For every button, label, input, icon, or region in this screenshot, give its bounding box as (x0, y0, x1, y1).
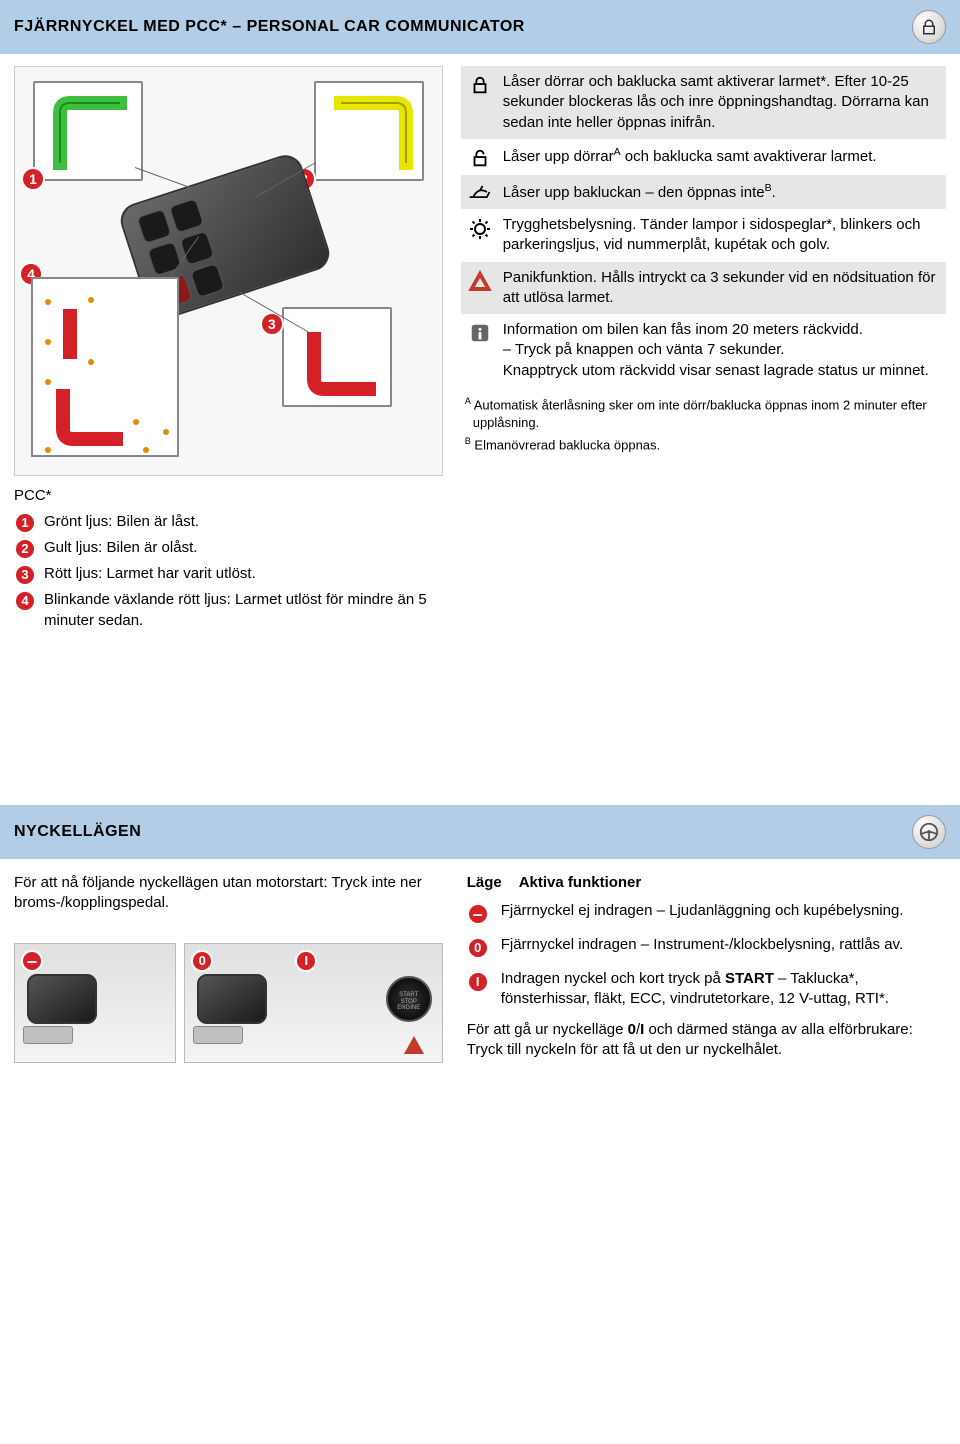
section1-left-column: 1 2 3 4 (14, 66, 443, 635)
function-text: Låser upp bakluckan – den öppnas inteB. (503, 181, 940, 203)
function-row: Låser dörrar och baklucka samt aktiverar… (461, 66, 946, 139)
keyslot-box-0-i: 0 I STARTSTOPENGINE (184, 943, 442, 1063)
function-row: Panikfunktion. Hålls intryckt ca 3 sekun… (461, 262, 946, 315)
slot-badge-0: 0 (191, 950, 213, 972)
legend-row: 1 Grönt ljus: Bilen är låst. (14, 512, 443, 534)
arrow-icon (404, 1036, 424, 1054)
section2-left-column: För att nå följande nyckellägen utan mot… (14, 873, 443, 1064)
light-icon (467, 215, 493, 241)
legend-badge: 1 (14, 512, 36, 534)
legend-row: 4 Blinkande växlande rött ljus: Larmet ut… (14, 590, 443, 631)
legend-text: Gult ljus: Bilen är olåst. (44, 538, 197, 558)
start-stop-button: STARTSTOPENGINE (386, 976, 432, 1022)
pcc-legend: PCC* 1 Grönt ljus: Bilen är låst. 2 Gult lj… (14, 486, 443, 631)
legend-text: Blinkande växlande rött ljus: Larmet utl… (44, 590, 443, 631)
function-text: Panikfunktion. Hålls intryckt ca 3 sekun… (503, 268, 940, 309)
section1-title: FJÄRRNYCKEL MED PCC* – PERSONAL CAR COMM… (14, 16, 525, 38)
section2-title: NYCKELLÄGEN (14, 821, 141, 843)
lock-open-icon (467, 145, 493, 169)
footnotes: A Automatisk återlåsning sker om inte dö… (461, 395, 946, 454)
callout-box-3 (282, 307, 392, 407)
function-row: Låser upp dörrarA och baklucka samt avak… (461, 139, 946, 175)
mode-text: Fjärrnyckel indragen – Instrument-/klock… (501, 935, 903, 955)
section1-right-column: Låser dörrar och baklucka samt aktiverar… (461, 66, 946, 635)
callout-box-1 (33, 81, 143, 181)
panic-icon (467, 268, 493, 292)
section2-right-column: Läge Aktiva funktioner –Fjärrnyckel ej i… (467, 873, 946, 1064)
legend-badge: 2 (14, 538, 36, 560)
legend-text: Grönt ljus: Bilen är låst. (44, 512, 199, 532)
function-row: Låser upp bakluckan – den öppnas inteB. (461, 175, 946, 209)
lock-closed-icon (467, 72, 493, 96)
legend-badge: 4 (14, 590, 36, 612)
legend-row: 3 Rött ljus: Larmet har varit utlöst. (14, 564, 443, 586)
keyfob-diagram: 1 2 3 4 (14, 66, 443, 476)
col-header-lage: Läge (467, 873, 507, 893)
callout-box-2 (314, 81, 424, 181)
mode-text: Fjärrnyckel ej indragen – Ljudanläggning… (501, 901, 904, 921)
mode-row: –Fjärrnyckel ej indragen – Ljudanläggnin… (467, 901, 946, 925)
col-header-funktioner: Aktiva funktioner (519, 873, 642, 893)
section2-intro: För att nå följande nyckellägen utan mot… (14, 873, 443, 914)
function-row: Information om bilen kan fås inom 20 met… (461, 314, 946, 387)
section2-closing: För att gå ur nyckelläge 0/I och därmed … (467, 1020, 946, 1061)
footnote-b: B Elmanövrerad baklucka öppnas. (461, 435, 946, 454)
section1-header: FJÄRRNYCKEL MED PCC* – PERSONAL CAR COMM… (0, 0, 960, 54)
function-text: Trygghetsbelysning. Tänder lampor i sido… (503, 215, 940, 256)
mode-badge: 0 (467, 937, 489, 959)
legend-text: Rött ljus: Larmet har varit utlöst. (44, 564, 256, 584)
legend-badge: 3 (14, 564, 36, 586)
function-text: Låser dörrar och baklucka samt aktiverar… (503, 72, 940, 133)
keyslot-box-minus: – (14, 943, 176, 1063)
slot-badge-i: I (295, 950, 317, 972)
section1-content: 1 2 3 4 (0, 54, 960, 665)
section2-content: För att nå följande nyckellägen utan mot… (0, 859, 960, 1094)
function-text: Information om bilen kan fås inom 20 met… (503, 320, 940, 381)
info-icon (467, 320, 493, 344)
mode-row: 0 Fjärrnyckel indragen – Instrument-/kloc… (467, 935, 946, 959)
slot-badge-minus: – (21, 950, 43, 972)
section2-header: NYCKELLÄGEN (0, 805, 960, 859)
mode-table-header: Läge Aktiva funktioner (467, 873, 946, 893)
indicator-panel (31, 277, 179, 457)
mode-badge: – (467, 903, 489, 925)
function-text: Låser upp dörrarA och baklucka samt avak… (503, 145, 940, 167)
steering-wheel-icon (912, 815, 946, 849)
lock-icon (912, 10, 946, 44)
pcc-label: PCC* (14, 486, 443, 506)
legend-row: 2 Gult ljus: Bilen är olåst. (14, 538, 443, 560)
function-row: Trygghetsbelysning. Tänder lampor i sido… (461, 209, 946, 262)
keyslot-diagram: – 0 I STARTSTOPENGINE (14, 943, 443, 1063)
mode-text: Indragen nyckel och kort tryck på START … (501, 969, 946, 1010)
footnote-a: A Automatisk återlåsning sker om inte dö… (461, 395, 946, 431)
mode-row: I Indragen nyckel och kort tryck på START… (467, 969, 946, 1010)
mode-badge: I (467, 971, 489, 993)
callout-badge-1: 1 (21, 167, 45, 191)
trunk-icon (467, 181, 493, 201)
